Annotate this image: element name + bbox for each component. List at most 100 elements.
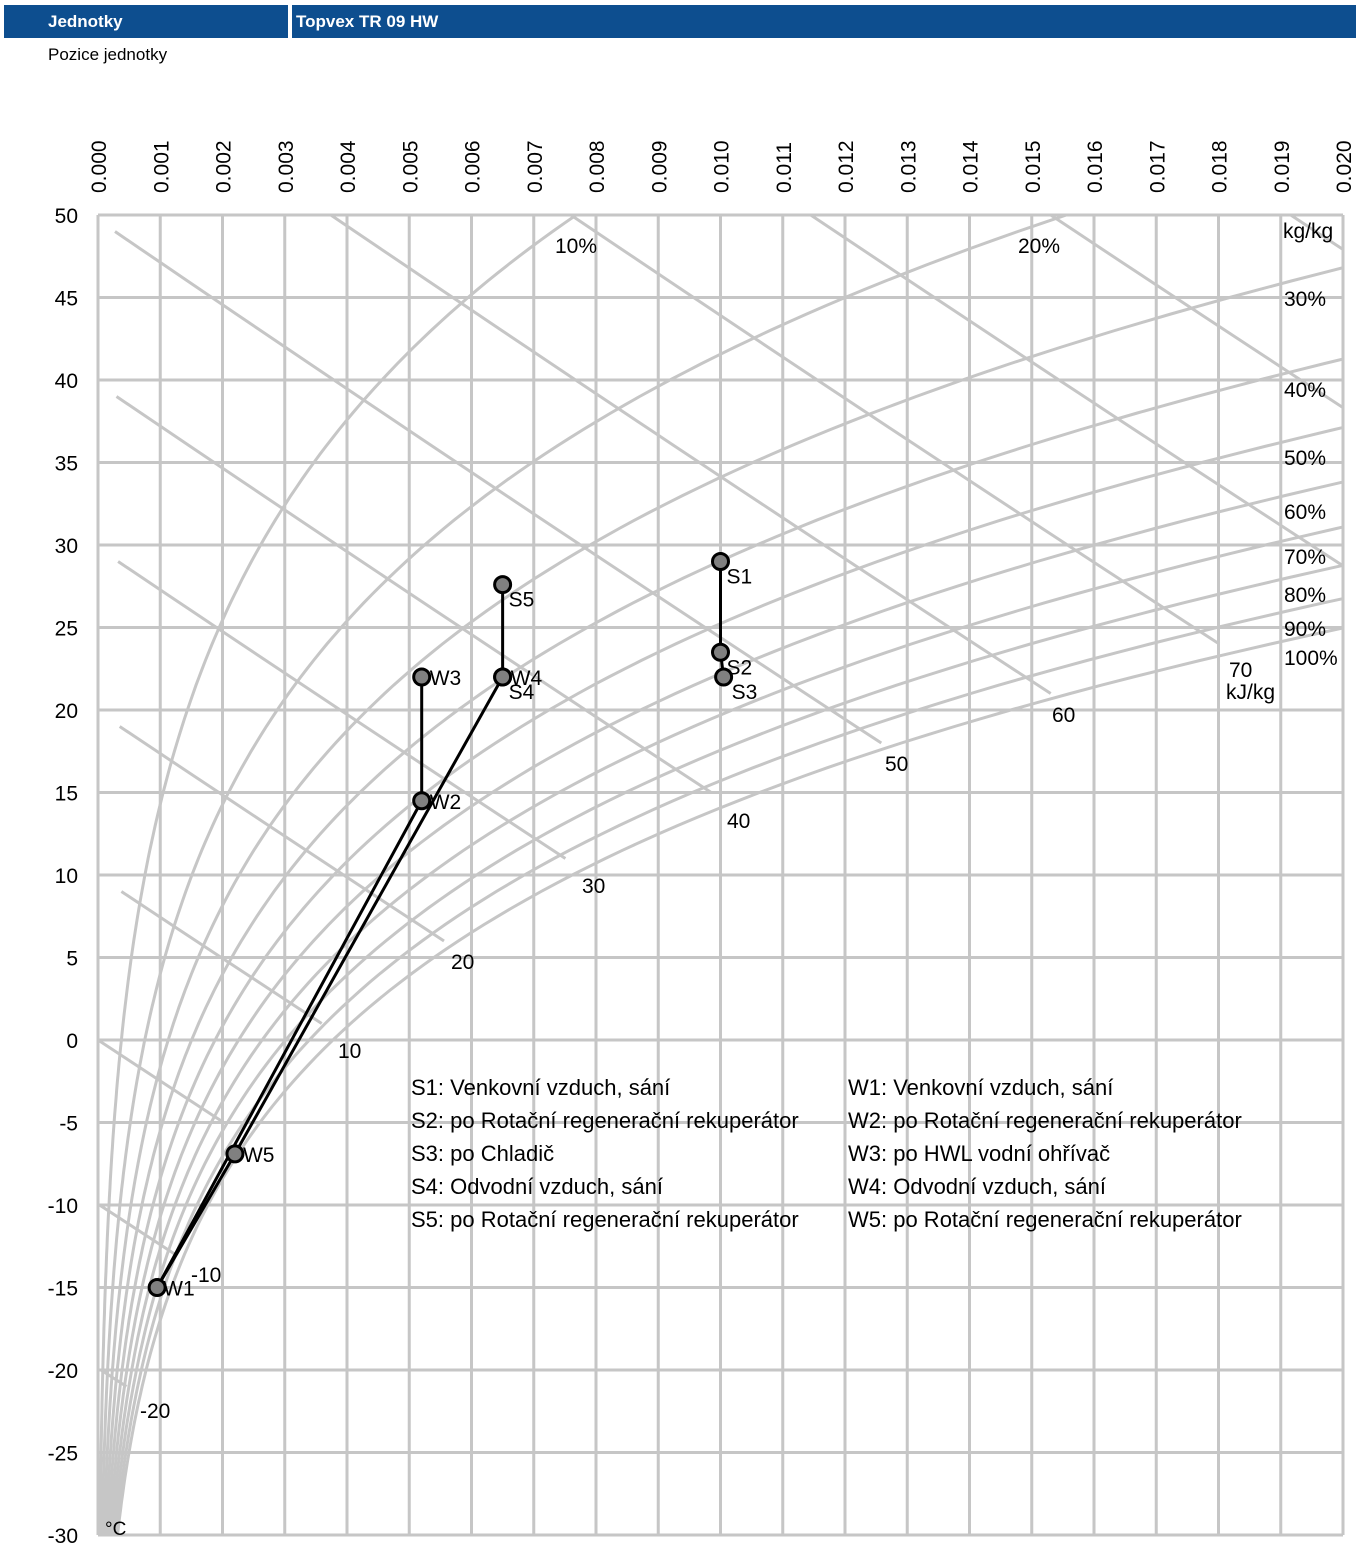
x-tick-label: 0.019 bbox=[1271, 140, 1294, 193]
enthalpy-lines bbox=[98, 215, 1343, 1388]
state-point-w4 bbox=[493, 667, 513, 687]
rh-label: 100% bbox=[1284, 647, 1338, 670]
legend-entry: S1: Venkovní vzduch, sání bbox=[411, 1075, 670, 1100]
process-line bbox=[233, 676, 504, 1155]
rh-curve bbox=[104, 357, 1343, 1535]
x-tick-label: 0.004 bbox=[337, 140, 360, 193]
enthalpy-label: -20 bbox=[140, 1400, 170, 1423]
x-tick-label: 0.000 bbox=[88, 140, 111, 193]
x-tick-label: 0.015 bbox=[1022, 140, 1045, 193]
rh-curve bbox=[106, 425, 1343, 1535]
point-label-w5: W5 bbox=[243, 1144, 275, 1167]
point-label-w4: W4 bbox=[511, 667, 543, 690]
header-unit-name: Topvex TR 09 HW bbox=[292, 5, 1356, 38]
rh-label: 90% bbox=[1284, 618, 1326, 641]
rh-label: 60% bbox=[1284, 501, 1326, 524]
enthalpy-line bbox=[98, 1203, 177, 1256]
state-point-s3 bbox=[714, 667, 734, 687]
enthalpy-label: 60 bbox=[1052, 704, 1075, 727]
x-tick-label: 0.003 bbox=[275, 140, 298, 193]
process-line bbox=[155, 1153, 237, 1289]
grid-lines bbox=[96, 213, 1345, 1537]
point-label-s1: S1 bbox=[727, 566, 753, 589]
enthalpy-label: 40 bbox=[727, 810, 750, 833]
rh-curve bbox=[114, 597, 1343, 1535]
x-tick-label: 0.013 bbox=[897, 140, 920, 193]
legend-entry: W2: po Rotační regenerační rekuperátor bbox=[848, 1108, 1242, 1133]
enthalpy-line bbox=[120, 890, 323, 1025]
x-tick-label: 0.017 bbox=[1146, 140, 1169, 193]
y-tick-label: 25 bbox=[55, 618, 78, 641]
point-label-w2: W2 bbox=[430, 791, 462, 814]
rh-curve bbox=[116, 626, 1343, 1535]
enthalpy-line bbox=[118, 725, 445, 943]
point-label-w3: W3 bbox=[430, 667, 462, 690]
x-tick-label: 0.011 bbox=[773, 142, 796, 193]
enthalpy-label: 10 bbox=[338, 1040, 361, 1063]
rh-curve bbox=[110, 525, 1343, 1535]
enthalpy-line bbox=[1049, 215, 1343, 410]
legend-entry: W4: Odvodní vzduch, sání bbox=[848, 1174, 1106, 1199]
legend-entry: S3: po Chladič bbox=[411, 1141, 554, 1166]
y-tick-label: -25 bbox=[48, 1443, 78, 1466]
x-tick-label: 0.006 bbox=[462, 140, 485, 193]
y-tick-label: -10 bbox=[48, 1195, 78, 1218]
y-tick-label: 40 bbox=[55, 370, 78, 393]
y-tick-label: 15 bbox=[55, 783, 78, 806]
state-point-w3 bbox=[412, 667, 432, 687]
rh-label: 30% bbox=[1284, 288, 1326, 311]
state-point-s2 bbox=[711, 642, 730, 662]
rh-label: 80% bbox=[1284, 584, 1326, 607]
state-point-w5 bbox=[225, 1144, 245, 1164]
y-tick-label: -15 bbox=[48, 1278, 78, 1301]
point-label-s3: S3 bbox=[732, 681, 758, 704]
point-label-s4: S4 bbox=[509, 681, 535, 704]
rh-curve bbox=[112, 563, 1343, 1535]
x-tick-label: 0.008 bbox=[586, 140, 609, 193]
enthalpy-line bbox=[100, 1368, 128, 1388]
y-tick-label: 5 bbox=[66, 948, 78, 971]
rh-curve bbox=[102, 266, 1343, 1535]
y-tick-label: 0 bbox=[66, 1030, 78, 1053]
rh-label: 50% bbox=[1284, 447, 1326, 470]
enthalpy-line bbox=[1289, 215, 1343, 252]
y-tick-label: 10 bbox=[55, 865, 78, 888]
y-tick-label: -20 bbox=[48, 1360, 78, 1383]
y-tick-label: 30 bbox=[55, 535, 78, 558]
rh-curve bbox=[98, 215, 578, 1535]
unit-position-label: Pozice jednotky bbox=[48, 45, 168, 64]
rh-label: 20% bbox=[1018, 235, 1060, 258]
y-tick-label: 45 bbox=[55, 288, 78, 311]
enthalpy-line bbox=[115, 395, 713, 794]
legend-entry: W1: Venkovní vzduch, sání bbox=[848, 1075, 1113, 1100]
enthalpy-label: 50 bbox=[885, 753, 908, 776]
enthalpy-line bbox=[569, 215, 1221, 646]
rh-curves bbox=[98, 215, 1343, 1535]
x-tick-label: 0.002 bbox=[213, 140, 236, 193]
y-tick-label: -5 bbox=[59, 1113, 78, 1136]
enthalpy-unit-label: kJ/kg bbox=[1226, 681, 1275, 704]
legend-entry: S5: po Rotační regenerační rekuperátor bbox=[411, 1207, 799, 1232]
state-point-s5 bbox=[493, 575, 513, 595]
legend-entry: S4: Odvodní vzduch, sání bbox=[411, 1174, 663, 1199]
point-label-s5: S5 bbox=[509, 589, 535, 612]
enthalpy-label: 70 bbox=[1229, 659, 1252, 682]
enthalpy-label: -10 bbox=[191, 1264, 221, 1287]
point-label-w1: W1 bbox=[163, 1278, 195, 1301]
point-label-s2: S2 bbox=[727, 656, 753, 679]
legend: S1: Venkovní vzduch, sání S2: po Rotační … bbox=[411, 1075, 1242, 1232]
enthalpy-line bbox=[117, 560, 567, 860]
x-tick-label: 0.012 bbox=[835, 140, 858, 193]
y-tick-label: 20 bbox=[55, 700, 78, 723]
x-tick-label: 0.005 bbox=[399, 140, 422, 193]
legend-entry: W5: po Rotační regenerační rekuperátor bbox=[848, 1207, 1242, 1232]
x-tick-label: 0.020 bbox=[1333, 140, 1356, 193]
enthalpy-line bbox=[329, 215, 1052, 695]
x-tick-label: 0.010 bbox=[711, 140, 734, 193]
x-tick-label: 0.007 bbox=[524, 140, 547, 193]
rh-label: 10% bbox=[555, 235, 597, 258]
y-tick-label: -30 bbox=[48, 1525, 78, 1548]
y-tick-label: 35 bbox=[55, 453, 78, 476]
rh-curve bbox=[100, 215, 1067, 1535]
